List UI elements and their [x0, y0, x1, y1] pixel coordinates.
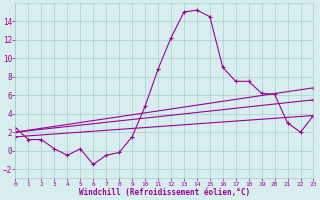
X-axis label: Windchill (Refroidissement éolien,°C): Windchill (Refroidissement éolien,°C): [79, 188, 250, 197]
